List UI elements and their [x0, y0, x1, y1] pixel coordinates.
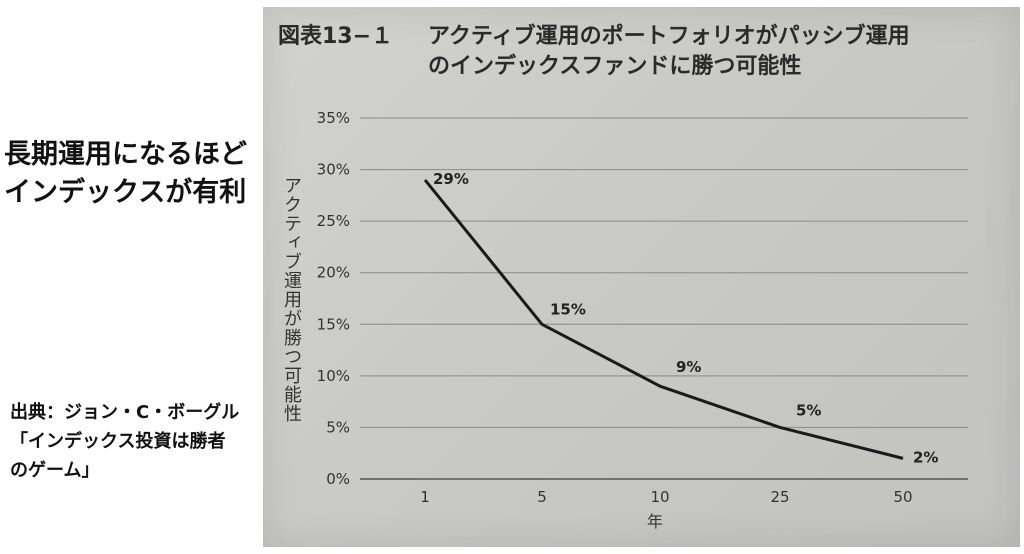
gridlines	[360, 117, 968, 480]
x-tick-label: 1	[420, 488, 430, 506]
y-tick-label: 25%	[317, 212, 350, 230]
chart-title-line2: のインデックスファンドに勝つ可能性	[428, 54, 802, 79]
data-label: 5%	[796, 401, 821, 419]
chart-title: 図表13−１ アクティブ運用のポートフォリオがパッシブ運用 のインデックスファンド…	[278, 22, 1008, 82]
chart-title-number: 図表13−１	[278, 24, 394, 49]
data-label: 29%	[433, 170, 469, 188]
data-label: 2%	[913, 448, 938, 466]
x-tick-label: 5	[537, 488, 547, 506]
y-tick-label: 15%	[317, 315, 350, 333]
chart-title-line1: アクティブ運用のポートフォリオがパッシブ運用	[428, 24, 910, 49]
y-tick-label: 35%	[317, 109, 350, 127]
data-label: 9%	[676, 358, 701, 376]
series-line	[423, 178, 904, 460]
data-labels: 29% 15% 9% 5% 2%	[433, 170, 938, 466]
y-tick-label: 30%	[317, 161, 350, 179]
y-tick-label: 0%	[326, 470, 350, 488]
headline: 長期運用になるほどインデックスが有利	[4, 139, 247, 208]
y-tick-label: 20%	[317, 264, 350, 282]
source-citation: 出典：ジョン・C・ボーグル「インデックス投資は勝者のゲーム」	[10, 402, 240, 481]
x-axis-label: 年	[647, 512, 663, 531]
y-tick-labels: 0% 5% 10% 15% 20% 25% 30% 35%	[317, 109, 350, 488]
x-tick-label: 50	[893, 488, 912, 506]
x-tick-label: 25	[770, 488, 789, 506]
data-label: 15%	[550, 300, 586, 318]
x-tick-label: 10	[650, 488, 669, 506]
x-tick-labels: 1 5 10 25 50	[420, 488, 912, 506]
y-axis-label: アクティブ運用が勝つ可能性	[281, 176, 302, 423]
y-tick-label: 10%	[317, 367, 350, 385]
y-tick-label: 5%	[326, 418, 350, 436]
